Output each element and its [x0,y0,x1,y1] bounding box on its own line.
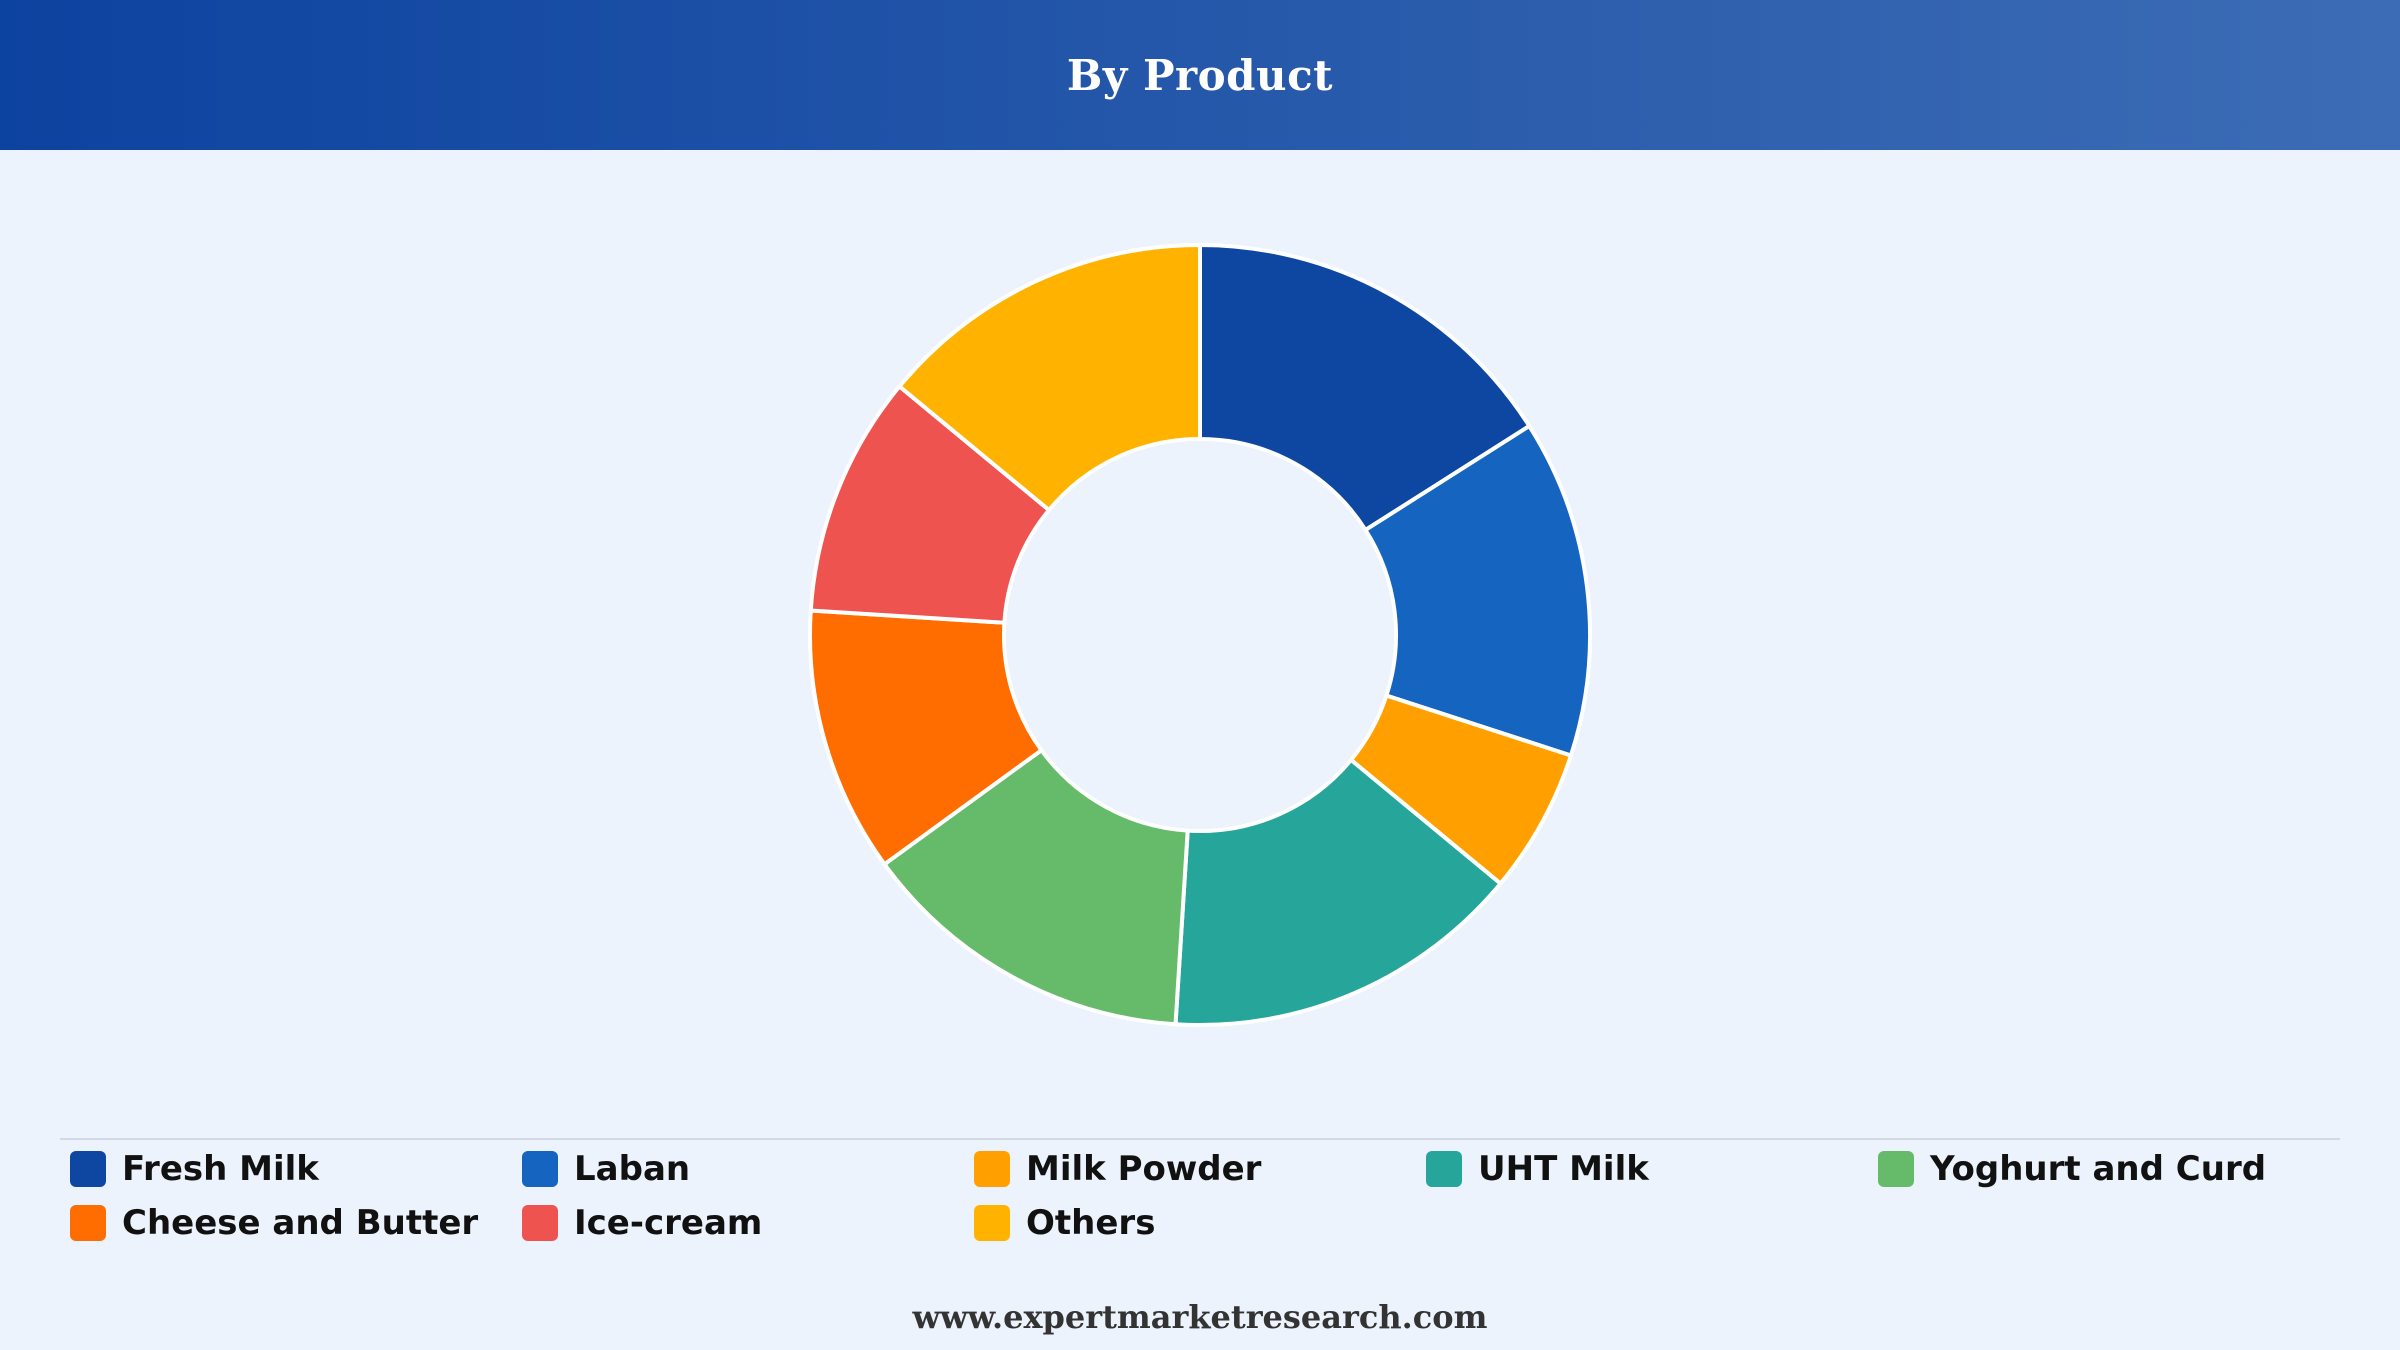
legend-item: Yoghurt and Curd [1878,1149,2330,1189]
legend-item: UHT Milk [1426,1149,1878,1189]
legend-label: Fresh Milk [122,1149,319,1189]
legend-label: Yoghurt and Curd [1930,1149,2267,1189]
donut-chart [808,243,1592,1027]
legend-label: Cheese and Butter [122,1203,479,1243]
chart-legend: Fresh Milk Laban Milk Powder UHT Milk Yoghur… [70,1149,2350,1243]
donut-slice-yoghurt-and-curd [882,748,1190,1027]
donut-slice-cheese-and-butter [808,608,1044,867]
donut-slice-uht-milk [1173,757,1503,1027]
legend-item: Laban [522,1149,974,1189]
legend-swatch [522,1205,558,1241]
legend-swatch [974,1151,1010,1187]
legend-item: Milk Powder [974,1149,1426,1189]
legend-swatch [1878,1151,1914,1187]
chart-header: By Product [0,0,2400,150]
donut-slice-others [897,243,1202,513]
legend-item: Ice-cream [522,1203,974,1243]
legend-label: Milk Powder [1026,1149,1262,1189]
donut-hole [1006,441,1394,829]
legend-label: UHT Milk [1478,1149,1649,1189]
donut-slice-fresh-milk [1198,243,1532,532]
legend-swatch [522,1151,558,1187]
legend-swatch [974,1205,1010,1241]
chart-title: By Product [1066,50,1334,100]
legend-item: Fresh Milk [70,1149,522,1189]
legend-divider [60,1138,2340,1140]
legend-label: Laban [574,1149,691,1189]
source-footer: www.expertmarketresearch.com [912,1298,1488,1336]
chart-area [0,150,2400,1130]
legend-label: Ice-cream [574,1203,763,1243]
legend-swatch [1426,1151,1462,1187]
donut-slice-laban [1363,424,1592,758]
legend-item: Cheese and Butter [70,1203,522,1243]
legend-label: Others [1026,1203,1156,1243]
legend-swatch [70,1205,106,1241]
legend-swatch [70,1151,106,1187]
legend-item: Others [974,1203,1426,1243]
